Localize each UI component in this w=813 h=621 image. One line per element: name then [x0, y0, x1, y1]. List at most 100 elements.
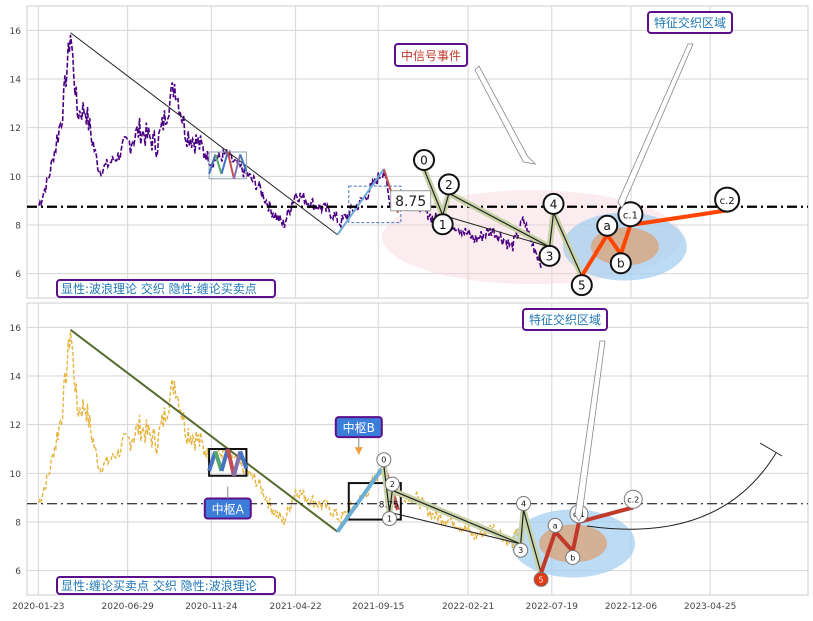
wave-label: 2: [445, 178, 453, 192]
wave-correction-leg: [570, 521, 581, 552]
wave-correction-leg: [605, 233, 623, 256]
wave-label: a: [553, 521, 558, 530]
wave-correction-leg: [553, 530, 575, 553]
annotation-signal-box: [394, 43, 468, 67]
wave-label: b: [570, 554, 575, 563]
wave-correction-leg: [580, 233, 609, 278]
y-tick-label: 12: [10, 421, 21, 431]
wave-correction-leg: [630, 208, 728, 227]
x-tick-label: 2020-11-24: [185, 602, 238, 612]
x-tick-label: 2020-01-23: [12, 602, 64, 612]
annotation-signal: 中信号事件: [401, 48, 461, 63]
projection-tick: [759, 442, 783, 457]
wave-impulse-line: [383, 465, 542, 574]
wave-marker: [714, 186, 741, 213]
wave-label: 1: [439, 218, 447, 232]
wave-marker: [538, 244, 561, 267]
wave-label: b: [617, 257, 625, 271]
y-tick-label: 6: [15, 270, 21, 280]
x-tick-label: 2022-02-21: [442, 602, 494, 612]
hline-label-box: [390, 190, 432, 212]
y-tick-label: 16: [10, 324, 22, 334]
wave-correction-leg: [539, 531, 558, 574]
projection-curve: [586, 452, 777, 530]
hub-a-label: 中枢A: [212, 502, 245, 517]
hub-a-zigzag: [238, 450, 249, 470]
wave-label: 4: [521, 500, 526, 509]
x-tick-label: 2022-12-06: [605, 602, 658, 612]
wave-marker: [570, 274, 593, 297]
wave-impulse-line: [423, 168, 583, 277]
bottom-panel-frame: [26, 302, 809, 596]
trend-layer: [69, 32, 402, 533]
wave-label: 0: [381, 456, 386, 465]
y-tick-label: 14: [10, 373, 22, 383]
hub-b-label: 中枢B: [343, 420, 375, 435]
wave-marker: [547, 517, 563, 533]
wave-marker: [516, 496, 532, 512]
price-line-bottom: [38, 331, 542, 566]
x-tick-label: 2021-09-15: [352, 602, 404, 612]
x-tick-label: 2020-06-29: [102, 602, 155, 612]
wave-label: 2: [390, 480, 395, 489]
wave-marker: [617, 201, 644, 228]
annotation-zone: 特征交织区域: [654, 15, 726, 30]
trend-line-main: [69, 328, 339, 533]
annotation-zone-arrow: [617, 43, 694, 209]
hub-b-pointer-head: [354, 447, 363, 456]
wave-label: c.1: [623, 211, 638, 222]
trend-line-main: [70, 32, 338, 236]
wave-label: 4: [550, 197, 558, 211]
y-tick-label: 14: [10, 76, 22, 86]
wave-marker: [533, 571, 549, 587]
wave-marker: [623, 489, 643, 509]
wave-marker: [431, 213, 454, 236]
hub-a-zigzag: [220, 151, 229, 175]
annotation-zone-box: [647, 11, 733, 34]
wave-marker: [382, 511, 398, 527]
wave-label: 0: [420, 154, 428, 168]
y-tick-label: 16: [10, 27, 22, 37]
price-line-top: [38, 34, 542, 269]
wave-correction-leg: [578, 505, 634, 524]
wave-label: 3: [518, 546, 523, 555]
hub-a-zigzag: [225, 448, 236, 477]
y-tick-label: 8: [15, 222, 21, 232]
wave-correction-leg: [618, 224, 633, 255]
annotation-zone-box: [522, 308, 608, 331]
wave-marker: [513, 542, 529, 558]
wave-label: 1: [387, 515, 392, 524]
wave-marker: [596, 214, 619, 237]
x-tick-label: 2022-07-19: [526, 602, 579, 612]
wave-marker: [565, 550, 581, 565]
hub-a-zigzag: [226, 151, 235, 179]
x-tick-label: 2023-04-25: [684, 602, 736, 612]
legend-text: 显性:波浪理论 交织 隐性:缠论买卖点: [61, 281, 257, 296]
wave-label: 3: [546, 249, 554, 263]
hub-b-leg-up: [335, 464, 386, 533]
hub-a-zigzag: [239, 154, 248, 172]
y-tick-label: 8: [15, 519, 21, 529]
wave-label: 5: [539, 575, 544, 584]
annotation-zone: 特征交织区域: [529, 312, 601, 327]
price-layer: [38, 34, 542, 566]
hub-a-zigzag: [214, 154, 223, 175]
hub-a-zigzag: [208, 154, 217, 175]
wave-channel: [389, 511, 521, 545]
wave-marker: [376, 452, 392, 468]
hub-b-box: [347, 482, 402, 521]
y-tick-label: 10: [10, 173, 22, 183]
hline-label: 8.75: [395, 194, 426, 210]
wave-marker: [609, 252, 632, 275]
annotation-signal-arrow: [474, 65, 537, 165]
wave-label: c.2: [627, 495, 639, 504]
x-tick-label: 2021-04-22: [269, 602, 321, 612]
wave-marker: [437, 173, 460, 196]
hub-b-leg-up: [336, 168, 385, 236]
legend-text: 显性:缠论买卖点 交织 隐性:波浪理论: [61, 578, 257, 593]
